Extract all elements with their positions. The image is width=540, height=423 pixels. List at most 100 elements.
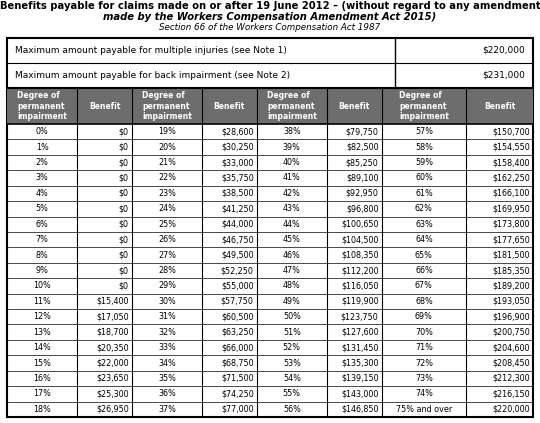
Text: 34%: 34% (158, 359, 176, 368)
Text: $127,600: $127,600 (341, 328, 379, 337)
Text: $173,800: $173,800 (492, 220, 530, 229)
Text: 46%: 46% (283, 250, 301, 260)
Text: Degree of
permanent
impairment: Degree of permanent impairment (142, 91, 192, 121)
Text: Maximum amount payable for multiple injuries (see Note 1): Maximum amount payable for multiple inju… (15, 46, 287, 55)
Text: $108,350: $108,350 (341, 250, 379, 260)
Text: $116,050: $116,050 (341, 281, 379, 291)
Text: $0: $0 (119, 127, 129, 136)
Text: $185,350: $185,350 (492, 266, 530, 275)
Text: $41,250: $41,250 (221, 204, 254, 213)
Text: $30,250: $30,250 (221, 143, 254, 151)
Text: $0: $0 (119, 266, 129, 275)
Text: Degree of
permanent
impairment: Degree of permanent impairment (399, 91, 449, 121)
Text: $49,500: $49,500 (221, 250, 254, 260)
Text: $0: $0 (119, 204, 129, 213)
Text: 35%: 35% (158, 374, 176, 383)
Text: 52%: 52% (283, 343, 301, 352)
Text: 62%: 62% (415, 204, 433, 213)
Text: 72%: 72% (415, 359, 433, 368)
Text: 55%: 55% (283, 389, 301, 398)
Text: 22%: 22% (158, 173, 176, 182)
Text: $139,150: $139,150 (341, 374, 379, 383)
Text: $169,950: $169,950 (492, 204, 530, 213)
Text: $68,750: $68,750 (221, 359, 254, 368)
Text: 12%: 12% (33, 312, 51, 321)
Text: 64%: 64% (415, 235, 433, 244)
Text: $123,750: $123,750 (341, 312, 379, 321)
Text: $23,650: $23,650 (96, 374, 129, 383)
Text: $177,650: $177,650 (492, 235, 530, 244)
Text: 13%: 13% (33, 328, 51, 337)
Text: $131,450: $131,450 (341, 343, 379, 352)
Text: $100,650: $100,650 (341, 220, 379, 229)
Text: 11%: 11% (33, 297, 51, 306)
Text: $200,750: $200,750 (492, 328, 530, 337)
Text: $89,100: $89,100 (346, 173, 379, 182)
Text: $162,250: $162,250 (492, 173, 530, 182)
Text: $0: $0 (119, 220, 129, 229)
Text: 44%: 44% (283, 220, 301, 229)
Text: Degree of
permanent
impairment: Degree of permanent impairment (267, 91, 317, 121)
Text: $26,950: $26,950 (96, 405, 129, 414)
Text: 75% and over: 75% and over (396, 405, 452, 414)
Text: $71,500: $71,500 (221, 374, 254, 383)
Text: 3%: 3% (36, 173, 49, 182)
Text: $146,850: $146,850 (341, 405, 379, 414)
Text: 1%: 1% (36, 143, 49, 151)
Text: 21%: 21% (158, 158, 176, 167)
Text: $231,000: $231,000 (482, 71, 525, 80)
Text: 5%: 5% (36, 204, 49, 213)
Text: $79,750: $79,750 (346, 127, 379, 136)
Text: made by the Workers Compensation Amendment Act 2015): made by the Workers Compensation Amendme… (103, 12, 437, 22)
Text: 56%: 56% (283, 405, 301, 414)
Text: $15,400: $15,400 (96, 297, 129, 306)
Text: 20%: 20% (158, 143, 176, 151)
Text: $33,000: $33,000 (221, 158, 254, 167)
Text: 15%: 15% (33, 359, 51, 368)
Text: 74%: 74% (415, 389, 433, 398)
Text: $66,000: $66,000 (221, 343, 254, 352)
Text: $77,000: $77,000 (221, 405, 254, 414)
Text: 37%: 37% (158, 405, 176, 414)
Text: 4%: 4% (36, 189, 49, 198)
Text: $18,700: $18,700 (96, 328, 129, 337)
Text: 57%: 57% (415, 127, 433, 136)
Text: 58%: 58% (415, 143, 433, 151)
Text: 61%: 61% (415, 189, 433, 198)
Text: $158,400: $158,400 (492, 158, 530, 167)
Text: $150,700: $150,700 (492, 127, 530, 136)
Text: $82,500: $82,500 (346, 143, 379, 151)
Text: 59%: 59% (415, 158, 433, 167)
Text: $204,600: $204,600 (492, 343, 530, 352)
Text: 60%: 60% (415, 173, 433, 182)
Text: Benefit: Benefit (339, 102, 370, 110)
Text: 30%: 30% (158, 297, 176, 306)
Text: 25%: 25% (158, 220, 176, 229)
Text: $0: $0 (119, 189, 129, 198)
Text: 43%: 43% (283, 204, 301, 213)
Text: 17%: 17% (33, 389, 51, 398)
Text: $220,000: $220,000 (492, 405, 530, 414)
Text: $35,750: $35,750 (221, 173, 254, 182)
Text: 24%: 24% (158, 204, 176, 213)
Text: $216,150: $216,150 (492, 389, 530, 398)
Text: $0: $0 (119, 250, 129, 260)
Text: 65%: 65% (415, 250, 433, 260)
Text: $181,500: $181,500 (492, 250, 530, 260)
Text: 49%: 49% (283, 297, 301, 306)
Text: 45%: 45% (283, 235, 301, 244)
Text: Benefits payable for claims made on or after 19 June 2012 – (without regard to a: Benefits payable for claims made on or a… (0, 1, 540, 11)
Text: $154,550: $154,550 (492, 143, 530, 151)
Text: 71%: 71% (415, 343, 433, 352)
Text: $46,750: $46,750 (221, 235, 254, 244)
Text: 39%: 39% (283, 143, 301, 151)
Text: 10%: 10% (33, 281, 51, 291)
Text: $25,300: $25,300 (96, 389, 129, 398)
Text: Section 66 of the Workers Compensation Act 1987: Section 66 of the Workers Compensation A… (159, 23, 381, 32)
Text: 14%: 14% (33, 343, 51, 352)
Text: $74,250: $74,250 (221, 389, 254, 398)
Text: 27%: 27% (158, 250, 176, 260)
Text: $38,500: $38,500 (221, 189, 254, 198)
Text: 32%: 32% (158, 328, 176, 337)
Text: $119,900: $119,900 (341, 297, 379, 306)
